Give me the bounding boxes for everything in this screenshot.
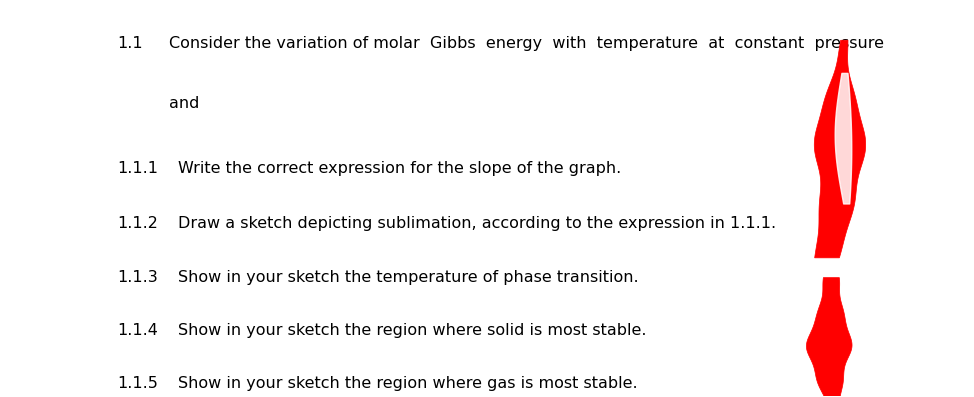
Text: and: and (169, 96, 200, 110)
Polygon shape (806, 278, 852, 397)
Text: 1.1.2: 1.1.2 (118, 216, 159, 231)
Text: 1.1: 1.1 (118, 36, 143, 51)
Text: Show in your sketch the temperature of phase transition.: Show in your sketch the temperature of p… (178, 270, 639, 285)
Text: Write the correct expression for the slope of the graph.: Write the correct expression for the slo… (178, 161, 621, 176)
Text: Show in your sketch the region where solid is most stable.: Show in your sketch the region where sol… (178, 323, 647, 338)
Text: 1.1.4: 1.1.4 (118, 323, 159, 338)
Text: 1.1.3: 1.1.3 (118, 270, 158, 285)
Text: Show in your sketch the region where gas is most stable.: Show in your sketch the region where gas… (178, 376, 638, 391)
Text: Consider the variation of molar  Gibbs  energy  with  temperature  at  constant : Consider the variation of molar Gibbs en… (169, 36, 884, 51)
Text: Draw a sketch depicting sublimation, according to the expression in 1.1.1.: Draw a sketch depicting sublimation, acc… (178, 216, 776, 231)
Text: 1.1.1: 1.1.1 (118, 161, 159, 176)
Text: 1.1.5: 1.1.5 (118, 376, 159, 391)
Polygon shape (814, 40, 866, 258)
